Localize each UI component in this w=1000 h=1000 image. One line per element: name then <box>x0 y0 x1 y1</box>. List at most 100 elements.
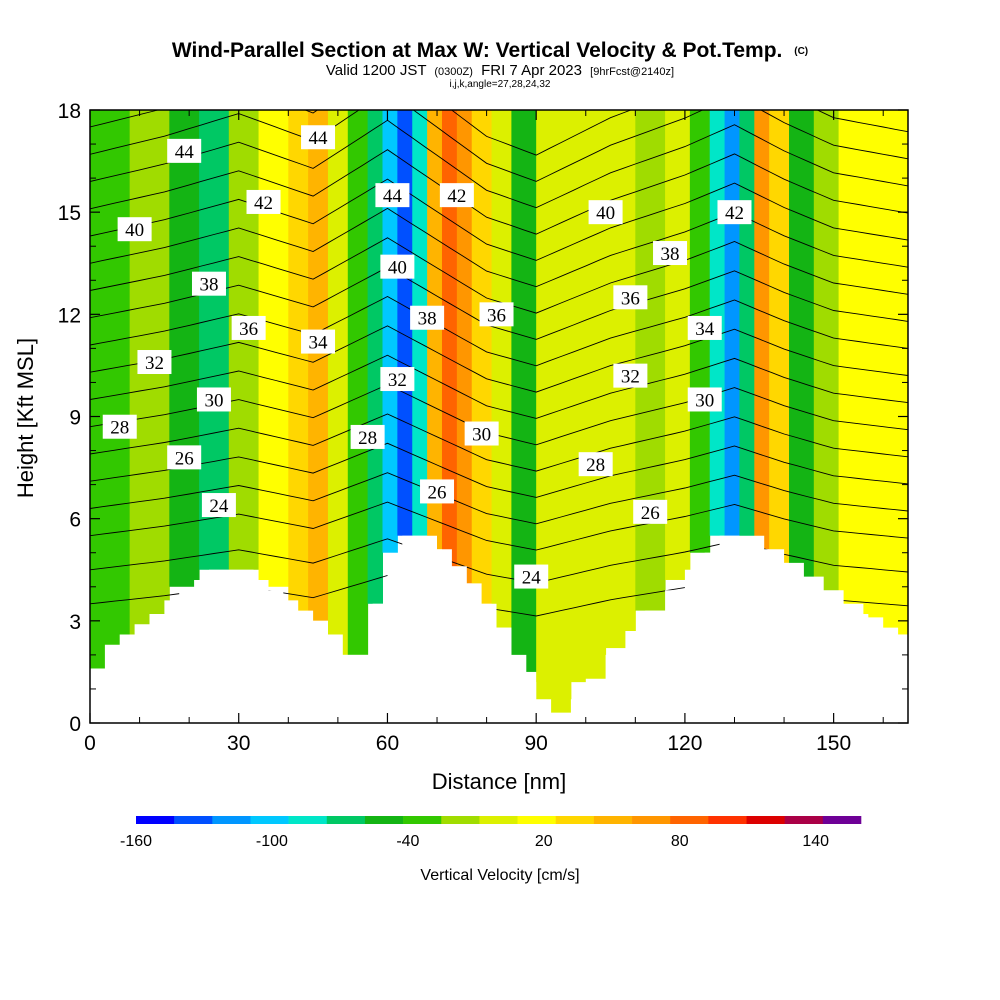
velocity-cell-15 <box>441 110 458 567</box>
contour-label-16: 34 <box>301 329 336 354</box>
isentrope-8 <box>90 325 908 393</box>
svg-text:42: 42 <box>254 193 273 214</box>
velocity-cell-0 <box>90 110 131 669</box>
x-tick-label-3: 90 <box>525 732 548 755</box>
velocity-cell-23 <box>635 110 666 611</box>
velocity-cell-16 <box>456 110 473 584</box>
x-axis-label: Distance [nm] <box>432 769 567 794</box>
svg-text:42: 42 <box>725 203 744 224</box>
svg-text:36: 36 <box>239 319 258 340</box>
contour-label-21: 30 <box>687 387 722 412</box>
velocity-cell-6 <box>288 110 309 615</box>
x-tick-label-0: 0 <box>84 732 96 755</box>
contour-label-8: 38 <box>653 241 688 266</box>
colorbar-swatch-8 <box>441 816 480 824</box>
velocity-cell-31 <box>789 110 815 580</box>
contour-label-6: 40 <box>588 200 623 225</box>
contour-label-29: 26 <box>633 499 668 524</box>
contour-label-26: 28 <box>578 452 613 477</box>
svg-text:28: 28 <box>110 418 129 439</box>
contour-labels: 44 44 40 42 44 42 40 42 38 40 38 36 38 36 34 36 34 32 32 32… <box>102 125 752 589</box>
isentrope-11 <box>90 237 908 314</box>
svg-text:38: 38 <box>661 244 680 265</box>
velocity-cell-5 <box>258 110 289 587</box>
velocity-cell-27 <box>724 110 740 536</box>
svg-text:28: 28 <box>358 428 377 449</box>
chart-title: Wind-Parallel Section at Max W: Vertical… <box>172 39 783 62</box>
contour-label-25: 26 <box>167 445 202 470</box>
colorbar-swatch-11 <box>555 816 595 824</box>
x-tick-label-5: 150 <box>816 732 851 755</box>
colorbar-swatch-14 <box>670 816 709 824</box>
y-tick-label-2: 6 <box>69 509 81 532</box>
svg-text:38: 38 <box>418 309 437 330</box>
contour-label-28: 24 <box>201 493 236 518</box>
isentrope-12 <box>90 207 908 288</box>
velocity-cell-11 <box>382 110 398 553</box>
y-tick-label-4: 12 <box>58 304 81 327</box>
svg-text:44: 44 <box>175 142 195 163</box>
velocity-cell-10 <box>367 110 383 604</box>
svg-text:24: 24 <box>209 496 229 517</box>
colorbar-swatch-5 <box>326 816 366 824</box>
svg-text:26: 26 <box>641 503 660 524</box>
isentrope-7 <box>90 354 908 419</box>
contour-label-23: 30 <box>464 421 499 446</box>
svg-text:26: 26 <box>175 448 194 469</box>
chart-subtitle: Valid 1200 JST (0300Z) FRI 7 Apr 2023 [9… <box>326 62 674 79</box>
svg-text:32: 32 <box>388 370 407 391</box>
colorbar-tick-1: -100 <box>256 833 288 850</box>
colorbar-tick-4: 80 <box>671 833 689 850</box>
colorbar-tick-0: -160 <box>120 833 152 850</box>
colorbar-swatch-6 <box>364 816 404 824</box>
colorbar-swatch-10 <box>517 816 557 824</box>
velocity-cell-18 <box>491 110 512 628</box>
contour-label-1: 44 <box>301 125 336 150</box>
isentrope-4 <box>90 442 908 498</box>
velocity-cell-8 <box>327 110 349 655</box>
contour-label-9: 40 <box>380 254 415 279</box>
svg-text:26: 26 <box>428 482 447 503</box>
contour-label-15: 36 <box>231 315 266 340</box>
colorbar-swatch-0 <box>136 816 175 824</box>
svg-text:32: 32 <box>145 353 164 374</box>
colorbar-swatch-13 <box>632 816 671 824</box>
svg-text:30: 30 <box>472 425 491 446</box>
colorbar-swatch-17 <box>784 816 824 824</box>
velocity-cell-12 <box>397 110 413 536</box>
velocity-cell-29 <box>754 110 770 550</box>
copyright-mark: (C) <box>794 46 808 57</box>
contour-label-17: 32 <box>137 350 172 375</box>
terrain-mask <box>90 535 908 723</box>
contour-label-30: 24 <box>514 564 549 589</box>
svg-text:30: 30 <box>695 390 714 411</box>
y-tick-label-1: 3 <box>69 611 81 634</box>
y-axis-label: Height [Kft MSL] <box>13 338 38 498</box>
colorbar-swatch-7 <box>403 816 442 824</box>
contour-label-13: 36 <box>479 302 514 327</box>
colorbar-swatch-9 <box>479 816 518 824</box>
contour-label-19: 32 <box>613 363 648 388</box>
y-tick-label-3: 9 <box>69 407 81 430</box>
colorbar-swatch-18 <box>822 816 862 824</box>
isentrope-10 <box>90 266 908 340</box>
x-tick-label-2: 60 <box>376 732 399 755</box>
isentrope-17 <box>90 110 908 156</box>
svg-text:30: 30 <box>204 390 223 411</box>
isentrope-16 <box>90 110 908 182</box>
contour-label-2: 40 <box>117 217 152 242</box>
svg-text:34: 34 <box>695 319 715 340</box>
contour-label-4: 44 <box>375 183 410 208</box>
colorbar-label: Vertical Velocity [cm/s] <box>420 867 579 884</box>
velocity-cell-9 <box>347 110 369 655</box>
colorbar-swatch-15 <box>708 816 747 824</box>
svg-text:38: 38 <box>199 275 218 296</box>
isentrope-13 <box>90 178 908 261</box>
isentrope-3 <box>90 472 908 525</box>
y-tick-label-5: 15 <box>58 202 81 225</box>
contour-label-5: 42 <box>439 183 474 208</box>
contour-label-24: 28 <box>350 424 385 449</box>
colorbar-swatch-4 <box>288 816 328 824</box>
